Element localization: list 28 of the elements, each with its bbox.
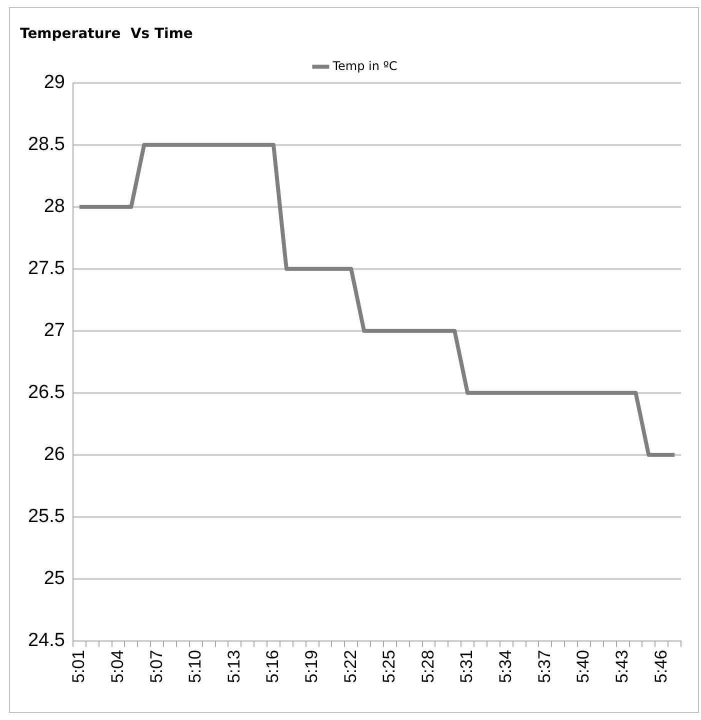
x-tick-label: 5:13 [224, 650, 244, 684]
y-tick-label: 25.5 [28, 506, 65, 528]
x-tick-label: 5:19 [302, 650, 321, 684]
x-tick-label: 5:04 [108, 650, 127, 684]
y-tick-label: 26 [44, 444, 65, 466]
x-tick-label: 5:28 [418, 650, 438, 684]
y-tick-label: 28.5 [28, 134, 65, 156]
y-tick-label: 29 [44, 72, 65, 94]
x-tick-label: 5:22 [340, 650, 360, 684]
legend-label: Temp in ºC [332, 58, 398, 73]
y-tick-label: 27.5 [28, 258, 65, 280]
x-tick-label: 5:31 [457, 650, 476, 684]
x-tick-label: 5:46 [651, 650, 670, 684]
y-tick-label: 24.5 [28, 630, 65, 652]
x-tick-label: 5:43 [612, 650, 632, 684]
y-tick-label: 28 [44, 196, 65, 218]
y-tick-label: 27 [44, 320, 65, 342]
y-tick-label: 26.5 [28, 382, 65, 404]
x-tick-label: 5:37 [534, 650, 554, 684]
y-tick-label: 25 [44, 568, 65, 590]
x-tick-label: 5:40 [574, 650, 593, 684]
x-tick-label: 5:16 [263, 650, 282, 684]
x-tick-label: 5:10 [186, 650, 205, 684]
x-tick-label: 5:34 [496, 650, 516, 684]
x-tick-label: 5:01 [69, 650, 88, 684]
chart-title: Temperature Vs Time [20, 26, 193, 42]
x-tick-label: 5:25 [380, 650, 399, 684]
x-tick-label: 5:07 [146, 650, 166, 684]
